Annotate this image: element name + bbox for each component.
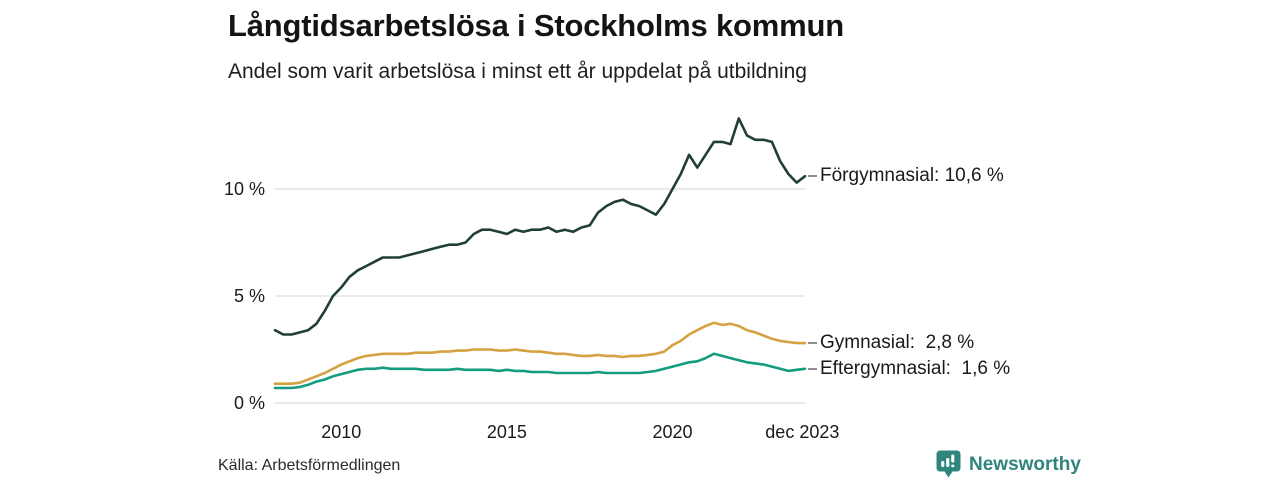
y-tick-label: 5 % [233,286,265,306]
series-label-connector [808,367,817,370]
chart-subtitle: Andel som varit arbetslösa i minst ett å… [228,60,807,83]
series-line-eftergymnasial [273,352,807,390]
chart-canvas [273,117,807,404]
series-line-förgymnasial [273,117,807,336]
x-tick-label: 2015 [486,422,527,442]
newsworthy-barchart-pin-icon [936,450,961,478]
series-label-connector [808,342,817,345]
y-tick-label: 10 % [223,179,265,200]
source-note: Källa: Arbetsförmedlingen [218,457,401,474]
series-line-gymnasial [273,321,807,386]
series-label-förgymnasial: Förgymnasial: 10,6 % [820,165,1004,187]
x-tick-label: 2010 [321,422,362,442]
series-label-gymnasial: Gymnasial: 2,8 % [820,332,975,354]
series-label-connector [808,175,817,178]
series-label-eftergymnasial: Eftergymnasial: 1,6 % [820,357,1011,379]
newsworthy-logo: Newsworthy [936,450,1081,479]
newsworthy-wordmark: Newsworthy [969,453,1081,475]
x-tick-label: 2020 [652,422,693,442]
x-tick-label: dec 2023 [765,422,840,442]
y-tick-label: 0 % [233,393,265,413]
page-title: Långtidsarbetslösa i Stockholms kommun [228,8,844,43]
